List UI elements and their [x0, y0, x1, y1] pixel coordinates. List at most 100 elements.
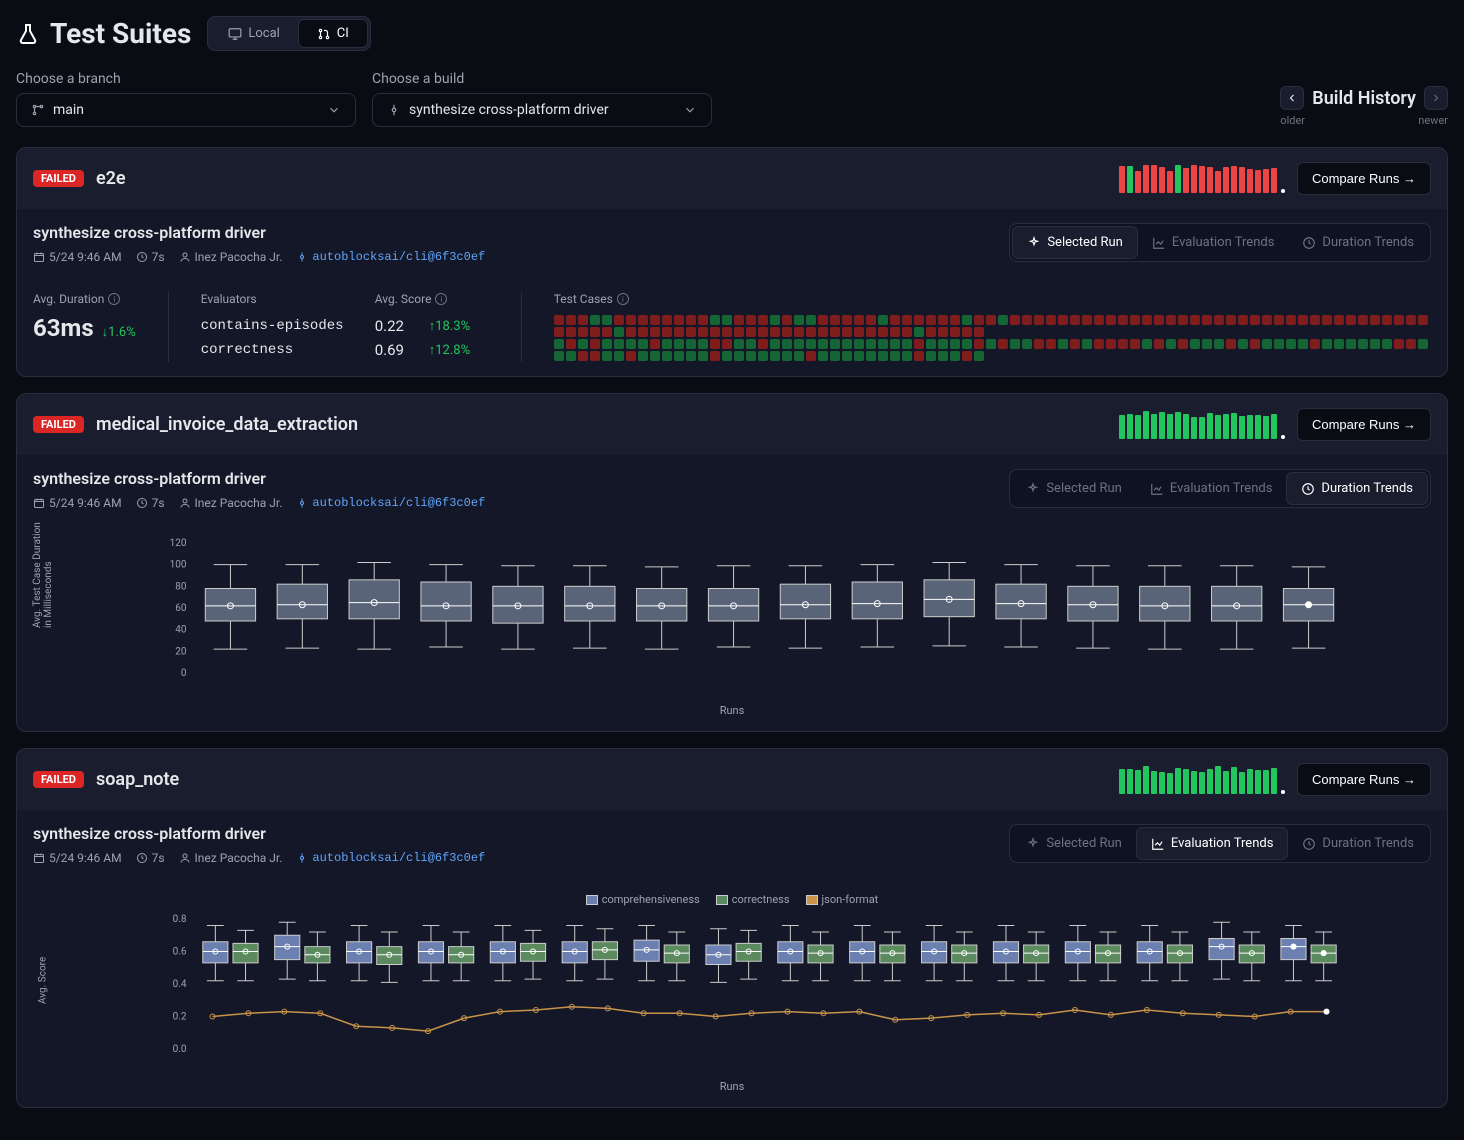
test-case-cell[interactable] [638, 351, 648, 361]
test-case-cell[interactable] [938, 339, 948, 349]
test-case-cell[interactable] [626, 315, 636, 325]
test-case-cell[interactable] [1274, 339, 1284, 349]
test-case-cell[interactable] [1322, 339, 1332, 349]
test-case-cell[interactable] [866, 351, 876, 361]
test-case-cell[interactable] [878, 339, 888, 349]
test-case-cell[interactable] [554, 339, 564, 349]
test-case-cell[interactable] [926, 315, 936, 325]
test-case-cell[interactable] [950, 351, 960, 361]
view-tab-selected[interactable]: Selected Run [1012, 472, 1136, 505]
test-case-cell[interactable] [734, 327, 744, 337]
test-case-cell[interactable] [686, 315, 696, 325]
test-case-cell[interactable] [818, 351, 828, 361]
test-case-cell[interactable] [1298, 315, 1308, 325]
tab-ci[interactable]: CI [298, 19, 368, 48]
test-case-cell[interactable] [602, 327, 612, 337]
test-case-cell[interactable] [974, 351, 984, 361]
test-case-cell[interactable] [698, 351, 708, 361]
test-case-cell[interactable] [686, 351, 696, 361]
test-case-cell[interactable] [698, 315, 708, 325]
test-case-cell[interactable] [650, 351, 660, 361]
test-case-cell[interactable] [998, 339, 1008, 349]
test-case-cell[interactable] [662, 339, 672, 349]
test-case-cell[interactable] [782, 339, 792, 349]
test-case-cell[interactable] [566, 339, 576, 349]
test-case-cell[interactable] [1358, 339, 1368, 349]
test-case-cell[interactable] [578, 351, 588, 361]
test-case-cell[interactable] [1166, 339, 1176, 349]
tab-local[interactable]: Local [210, 19, 297, 48]
test-case-cell[interactable] [842, 315, 852, 325]
test-case-cell[interactable] [1406, 315, 1416, 325]
test-case-cell[interactable] [902, 339, 912, 349]
test-case-cell[interactable] [1022, 339, 1032, 349]
test-case-cell[interactable] [914, 315, 924, 325]
test-case-cell[interactable] [914, 339, 924, 349]
test-case-cell[interactable] [806, 327, 816, 337]
test-case-cell[interactable] [890, 315, 900, 325]
test-case-cell[interactable] [878, 327, 888, 337]
test-case-cell[interactable] [734, 339, 744, 349]
test-case-cell[interactable] [962, 351, 972, 361]
test-case-cell[interactable] [686, 327, 696, 337]
compare-runs-button[interactable]: Compare Runs → [1297, 408, 1431, 441]
view-tab-eval[interactable]: Evaluation Trends [1136, 827, 1289, 860]
test-case-cell[interactable] [1394, 315, 1404, 325]
test-case-cell[interactable] [1094, 315, 1104, 325]
test-case-cell[interactable] [1382, 339, 1392, 349]
test-case-cell[interactable] [734, 315, 744, 325]
test-case-cell[interactable] [710, 315, 720, 325]
test-case-cell[interactable] [1178, 339, 1188, 349]
test-case-cell[interactable] [1010, 339, 1020, 349]
test-case-cell[interactable] [1118, 315, 1128, 325]
branch-select[interactable]: main [16, 93, 356, 127]
test-case-cell[interactable] [1274, 315, 1284, 325]
commit-link[interactable]: autoblocksai/cli@6f3c0ef [312, 250, 485, 264]
test-case-cell[interactable] [638, 315, 648, 325]
test-case-cell[interactable] [590, 327, 600, 337]
test-case-cell[interactable] [974, 327, 984, 337]
test-case-cell[interactable] [1418, 339, 1428, 349]
test-case-cell[interactable] [986, 339, 996, 349]
test-case-cell[interactable] [962, 315, 972, 325]
spark-bars[interactable] [1119, 766, 1285, 794]
test-case-cell[interactable] [1154, 315, 1164, 325]
test-case-cell[interactable] [1250, 339, 1260, 349]
test-case-cell[interactable] [794, 327, 804, 337]
test-case-cell[interactable] [566, 351, 576, 361]
test-case-cell[interactable] [902, 315, 912, 325]
test-case-cell[interactable] [638, 339, 648, 349]
test-case-cell[interactable] [998, 315, 1008, 325]
test-case-cell[interactable] [710, 327, 720, 337]
test-case-cell[interactable] [722, 339, 732, 349]
test-case-cell[interactable] [650, 339, 660, 349]
test-case-cell[interactable] [1322, 315, 1332, 325]
test-case-cell[interactable] [1334, 339, 1344, 349]
test-case-cell[interactable] [662, 327, 672, 337]
test-case-cell[interactable] [854, 351, 864, 361]
test-case-cell[interactable] [566, 327, 576, 337]
test-case-cell[interactable] [1310, 339, 1320, 349]
test-case-cell[interactable] [1154, 339, 1164, 349]
test-case-cell[interactable] [698, 327, 708, 337]
test-case-cell[interactable] [602, 351, 612, 361]
info-icon[interactable]: i [108, 293, 120, 305]
test-case-cell[interactable] [746, 315, 756, 325]
test-case-cell[interactable] [1286, 339, 1296, 349]
suite-name[interactable]: soap_note [96, 769, 179, 790]
test-case-cell[interactable] [674, 327, 684, 337]
test-case-cell[interactable] [1082, 315, 1092, 325]
test-case-cell[interactable] [1190, 339, 1200, 349]
test-case-cell[interactable] [650, 327, 660, 337]
test-case-cell[interactable] [626, 327, 636, 337]
suite-name[interactable]: e2e [96, 168, 126, 189]
test-case-cell[interactable] [890, 339, 900, 349]
test-case-cell[interactable] [878, 351, 888, 361]
test-case-cell[interactable] [614, 315, 624, 325]
test-case-cell[interactable] [614, 327, 624, 337]
view-tab-duration[interactable]: Duration Trends [1288, 226, 1428, 259]
test-case-cell[interactable] [926, 339, 936, 349]
compare-runs-button[interactable]: Compare Runs → [1297, 763, 1431, 796]
test-case-cell[interactable] [1058, 315, 1068, 325]
test-case-cell[interactable] [770, 339, 780, 349]
